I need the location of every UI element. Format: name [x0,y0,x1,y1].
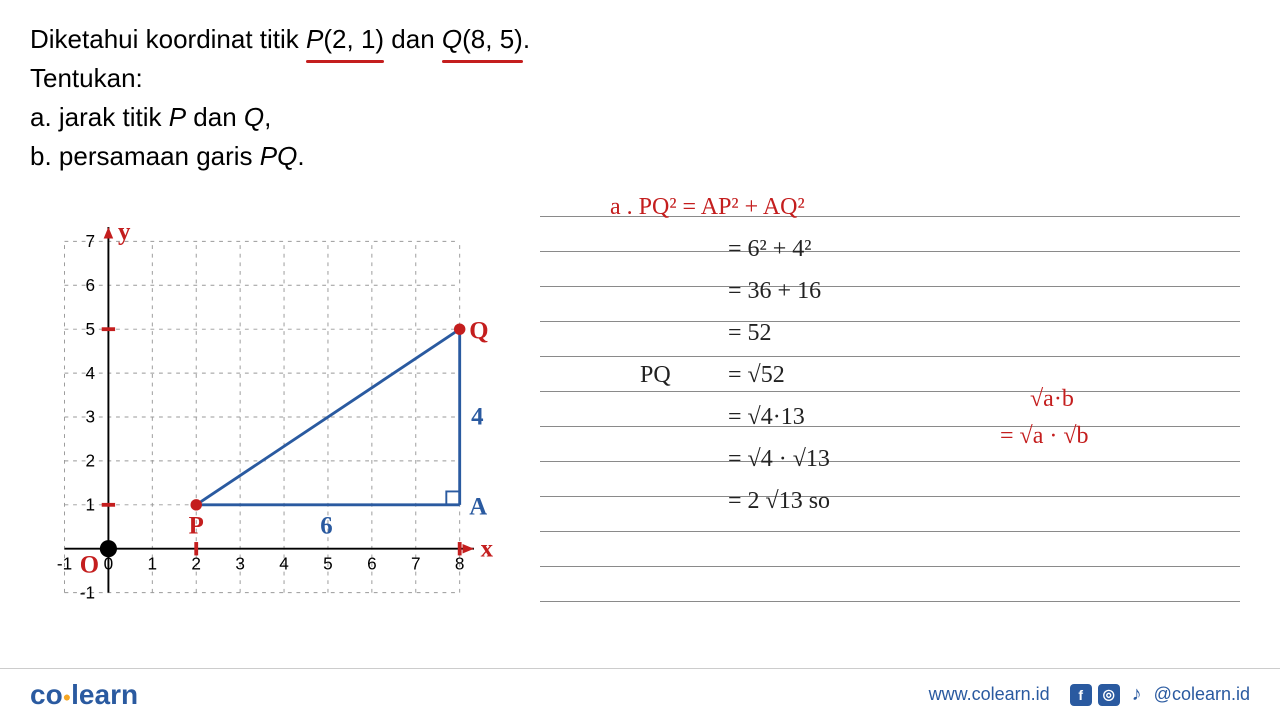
footer: co●learn www.colearn.id f ◎ ♪ @colearn.i… [0,668,1280,720]
work-line-7: = √4 · √13 [728,446,830,473]
svg-text:5: 5 [85,319,95,339]
svg-text:4: 4 [279,554,289,574]
tiktok-icon: ♪ [1126,684,1148,706]
text: dan [384,24,442,54]
formula-bottom: = √a · √b [1000,423,1200,450]
problem-statement: Diketahui koordinat titik P(2, 1) dan Q(… [0,0,1280,186]
svg-text:6: 6 [85,275,95,295]
svg-text:1: 1 [85,495,95,515]
problem-item-b: b. persamaan garis PQ. [30,137,1250,176]
footer-right: www.colearn.id f ◎ ♪ @colearn.id [929,684,1250,706]
formula-top: √a·b [1030,386,1230,413]
svg-text:P: P [189,512,204,539]
svg-text:1: 1 [148,554,158,574]
side-formula: √a·b = √a · √b [1000,386,1200,440]
point-Q-ref: Q(8, 5) [442,20,523,59]
work-line-1: a . PQ² = AP² + AQ² [610,194,805,221]
problem-line-2: Tentukan: [30,59,1250,98]
text: . [523,24,530,54]
svg-text:8: 8 [455,554,465,574]
footer-url: www.colearn.id [929,684,1050,705]
svg-text:Q: Q [469,318,488,345]
svg-text:7: 7 [85,231,95,251]
svg-text:2: 2 [85,451,95,471]
svg-text:y: y [118,218,131,245]
svg-text:6: 6 [320,512,332,539]
work-line-3: = 36 + 16 [728,278,821,305]
coordinate-chart: -1012345678-11234567 PQA64yxO [30,186,540,606]
svg-text:-1: -1 [57,554,72,574]
svg-text:4: 4 [471,404,483,431]
work-line-4: = 52 [728,320,772,347]
problem-line-1: Diketahui koordinat titik P(2, 1) dan Q(… [30,20,1250,59]
work-line-6: = √4·13 [728,404,805,431]
logo: co●learn [30,679,138,711]
svg-text:4: 4 [85,363,95,383]
svg-text:3: 3 [235,554,245,574]
work-line-2: = 6² + 4² [728,236,811,263]
svg-text:3: 3 [85,407,95,427]
footer-handle: @colearn.id [1154,684,1250,705]
facebook-icon: f [1070,684,1092,706]
instagram-icon: ◎ [1098,684,1120,706]
svg-text:5: 5 [323,554,333,574]
social-icons: f ◎ ♪ @colearn.id [1070,684,1250,706]
work-line-8: = 2 √13 so [728,488,830,515]
work-line-5a: PQ [640,362,671,389]
svg-text:A: A [469,493,487,520]
svg-text:2: 2 [191,554,201,574]
problem-item-a: a. jarak titik P dan Q, [30,98,1250,137]
point-P-ref: P(2, 1) [306,20,384,59]
text: Diketahui koordinat titik [30,24,306,54]
chart-area: -1012345678-11234567 PQA64yxO [30,186,540,611]
work-line-5b: = √52 [728,362,785,389]
svg-text:-1: -1 [80,582,95,602]
work-area: a . PQ² = AP² + AQ² = 6² + 4² = 36 + 16 … [540,186,1250,611]
svg-text:7: 7 [411,554,421,574]
svg-text:x: x [481,535,494,562]
svg-text:O: O [80,552,99,579]
logo-dot-icon: ● [63,688,71,704]
svg-text:6: 6 [367,554,377,574]
